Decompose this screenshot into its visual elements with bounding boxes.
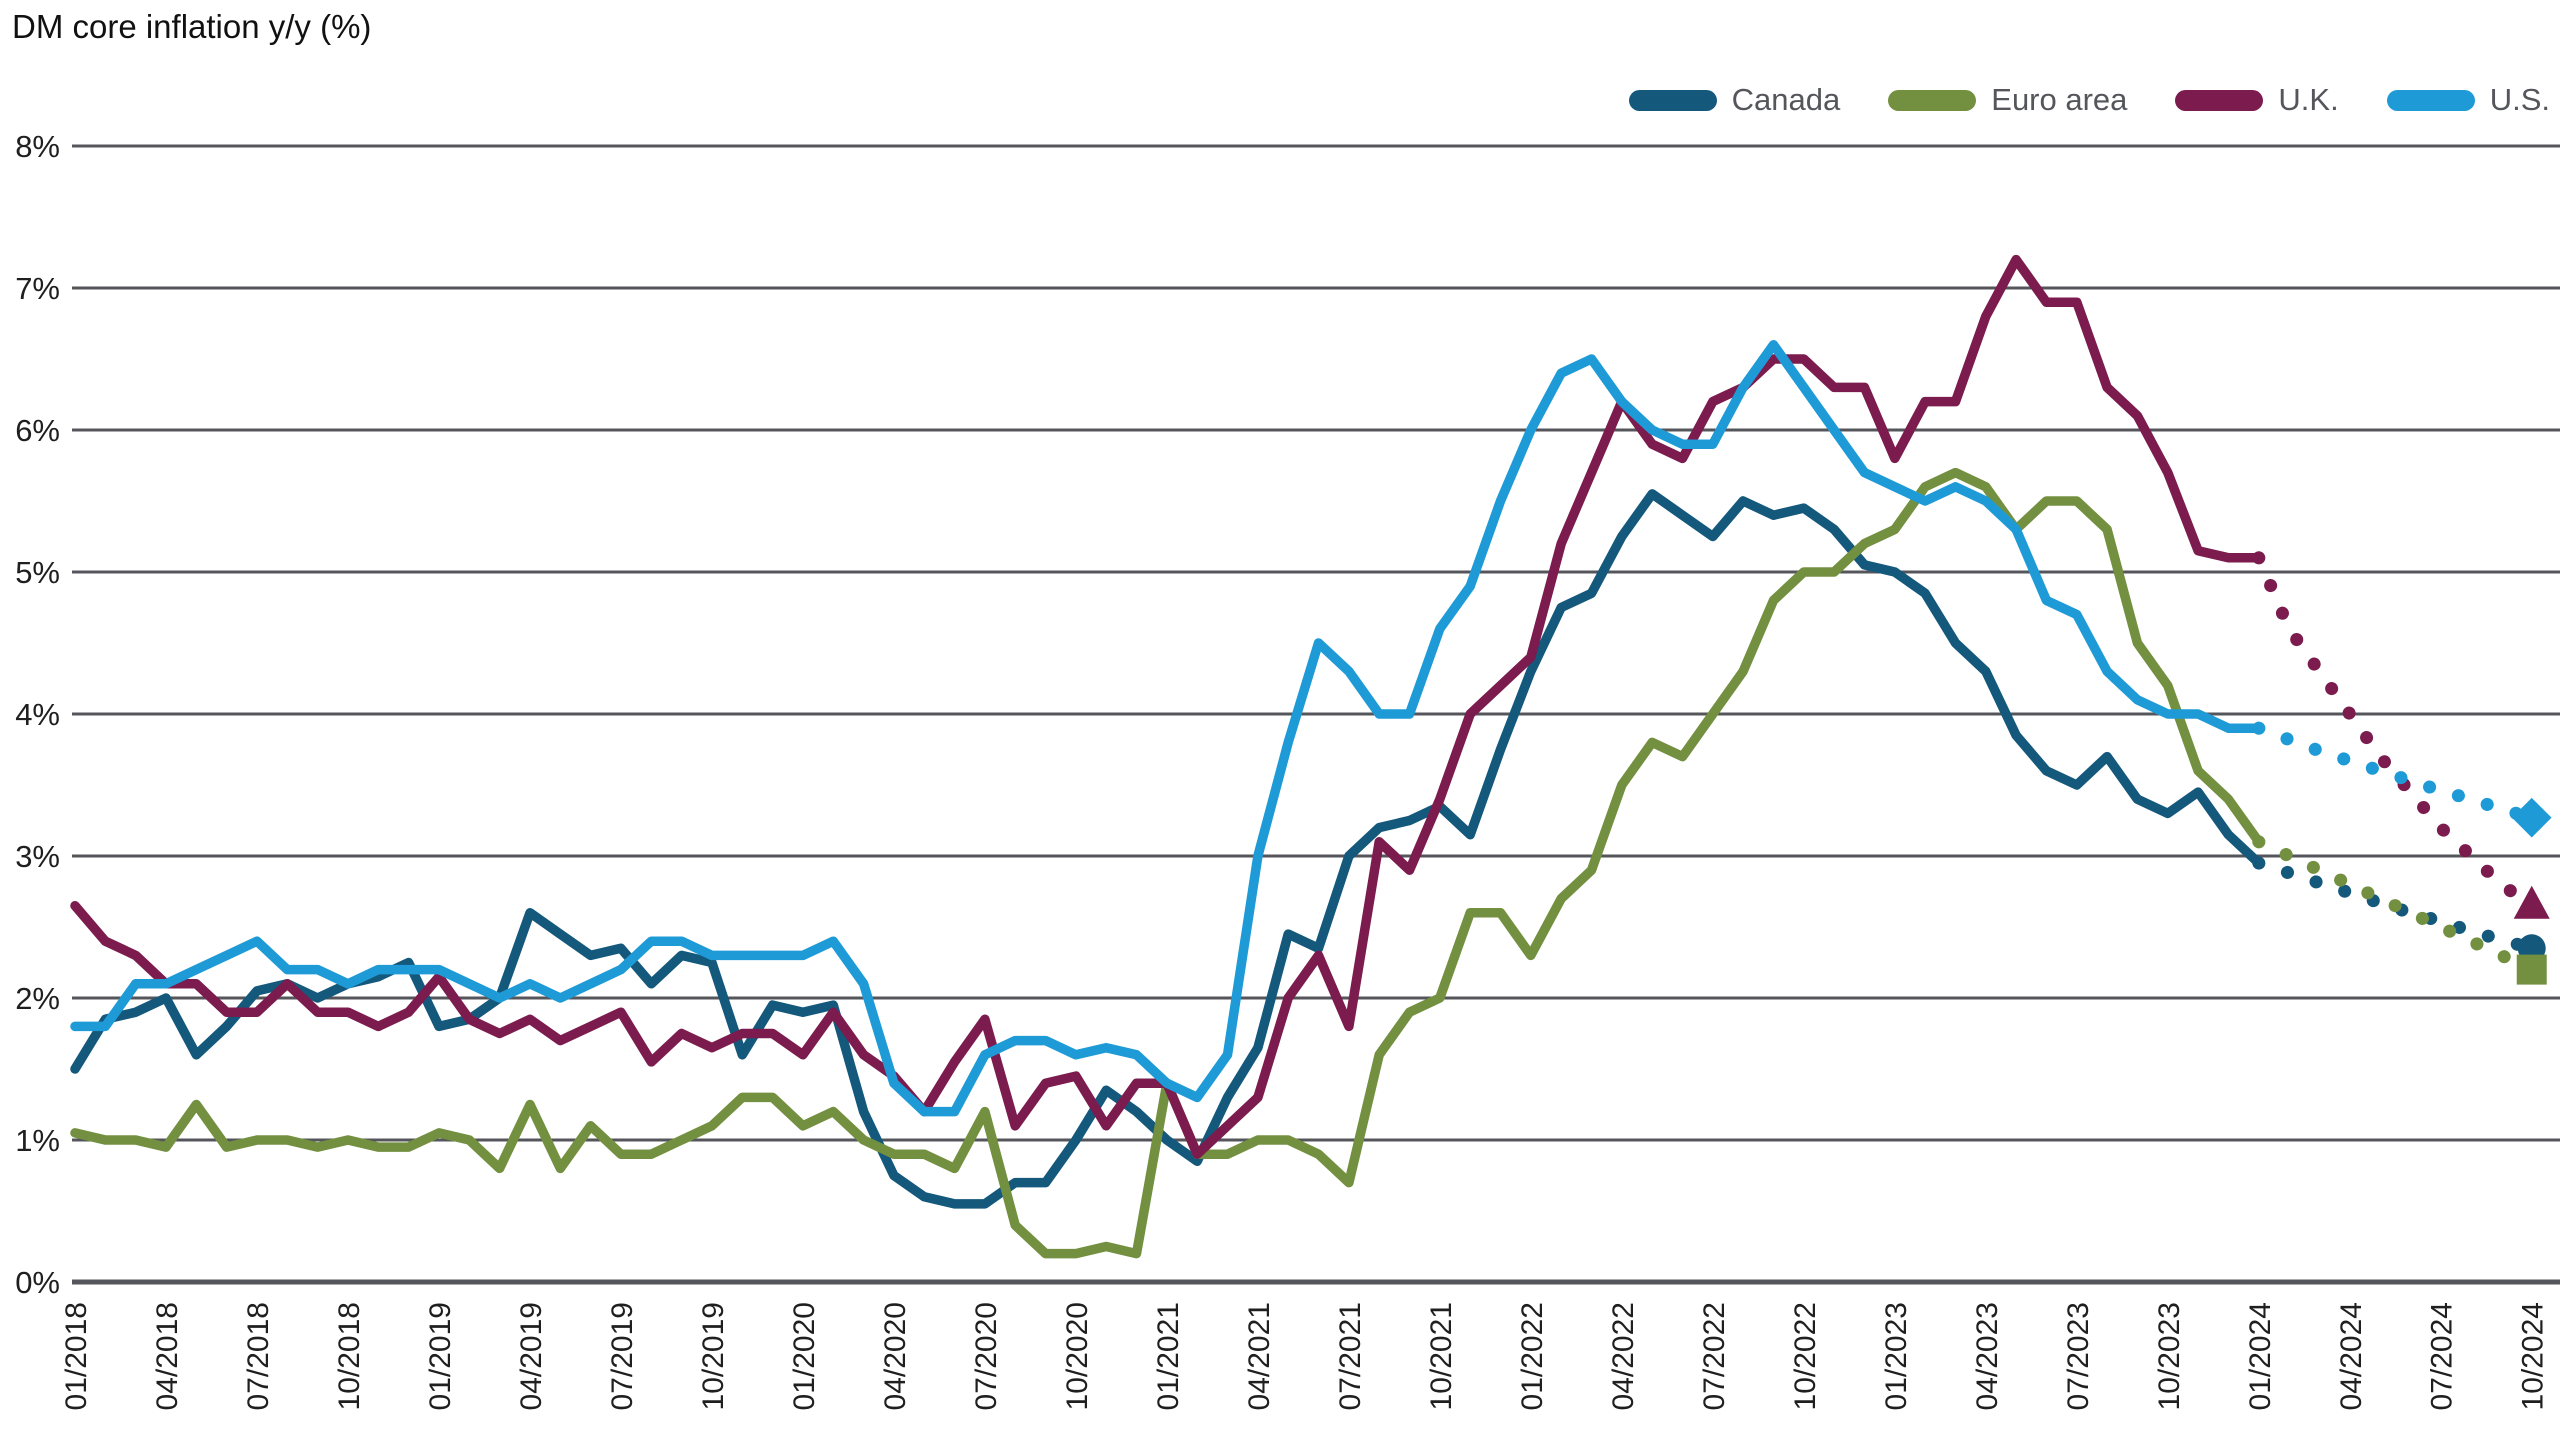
square-marker-icon — [2516, 954, 2547, 985]
x-tick-label: 07/2019 — [606, 1302, 639, 1410]
legend-item-canada: Canada — [1628, 82, 1841, 118]
legend-item-us: U.S. — [2386, 82, 2550, 118]
x-tick-label: 04/2023 — [1971, 1302, 2004, 1410]
x-tick-label: 07/2018 — [242, 1302, 275, 1410]
x-tick-label: 10/2019 — [697, 1302, 730, 1410]
x-tick-label: 07/2021 — [1334, 1302, 1367, 1410]
forecast-dotted-line — [2252, 721, 2539, 825]
chart-title: DM core inflation y/y (%) — [12, 8, 372, 45]
gridlines — [72, 144, 2560, 1285]
legend-label: U.K. — [2278, 82, 2339, 117]
euro-area-swatch-icon — [1888, 89, 1977, 111]
y-tick-label: 7% — [15, 271, 60, 306]
legend-label: Canada — [1731, 82, 1841, 117]
us-swatch-icon — [2386, 89, 2475, 111]
series-canada — [70, 489, 2546, 1209]
x-tick-label: 10/2018 — [333, 1302, 366, 1410]
x-tick-label: 07/2023 — [2062, 1302, 2095, 1410]
x-tick-label: 07/2020 — [970, 1302, 1003, 1410]
y-tick-label: 3% — [15, 839, 60, 874]
y-axis-labels: 0% 1% 2% 3% 4% 5% 6% 7% 8% — [15, 129, 60, 1300]
x-tick-label: 04/2024 — [2335, 1302, 2368, 1410]
legend-item-uk: U.K. — [2175, 82, 2339, 118]
y-tick-label: 8% — [15, 129, 60, 164]
history-line — [70, 489, 2264, 1209]
x-tick-label: 04/2021 — [1243, 1302, 1276, 1410]
x-tick-label: 01/2024 — [2244, 1302, 2277, 1410]
legend-item-euro-area: Euro area — [1888, 82, 2127, 118]
forecast-dotted-line — [2252, 856, 2539, 955]
x-tick-label: 01/2022 — [1516, 1302, 1549, 1410]
x-tick-label: 01/2018 — [60, 1302, 93, 1410]
x-tick-label: 10/2020 — [1061, 1302, 1094, 1410]
uk-swatch-icon — [2175, 89, 2264, 111]
x-tick-label: 10/2022 — [1789, 1302, 1822, 1410]
triangle-marker-icon — [2513, 885, 2550, 919]
y-tick-label: 4% — [15, 697, 60, 732]
x-tick-label: 01/2019 — [424, 1302, 457, 1410]
x-tick-label: 01/2020 — [788, 1302, 821, 1410]
x-tick-label: 04/2020 — [879, 1302, 912, 1410]
x-tick-label: 01/2021 — [1152, 1302, 1185, 1410]
diamond-marker-icon — [2511, 797, 2552, 838]
legend-label: Euro area — [1991, 82, 2128, 117]
x-tick-label: 01/2023 — [1880, 1302, 1913, 1410]
history-line — [70, 340, 2264, 1117]
series-euroarea — [70, 467, 2547, 1259]
x-tick-label: 10/2023 — [2153, 1302, 2186, 1410]
x-tick-label: 10/2021 — [1425, 1302, 1458, 1410]
x-tick-label: 10/2024 — [2517, 1302, 2550, 1410]
series-us — [70, 340, 2552, 1117]
legend-label: U.S. — [2489, 82, 2550, 117]
y-tick-label: 5% — [15, 555, 60, 590]
x-tick-label: 04/2022 — [1607, 1302, 1640, 1410]
x-tick-label: 04/2018 — [151, 1302, 184, 1410]
y-tick-label: 6% — [15, 413, 60, 448]
y-tick-label: 1% — [15, 1123, 60, 1158]
forecast-dotted-line — [2252, 835, 2539, 977]
x-tick-label: 07/2022 — [1698, 1302, 1731, 1410]
x-tick-label: 04/2019 — [515, 1302, 548, 1410]
y-tick-label: 2% — [15, 981, 60, 1016]
x-tick-label: 07/2024 — [2426, 1302, 2459, 1410]
canada-swatch-icon — [1628, 89, 1717, 111]
y-tick-label: 0% — [15, 1265, 60, 1300]
history-line — [70, 254, 2264, 1159]
legend: Canada Euro area U.K. U.S. — [1628, 82, 2550, 118]
forecast-dotted-line — [2252, 551, 2539, 913]
x-axis-labels: 01/2018 04/2018 07/2018 10/2018 01/2019 04/20… — [60, 1302, 2550, 1410]
